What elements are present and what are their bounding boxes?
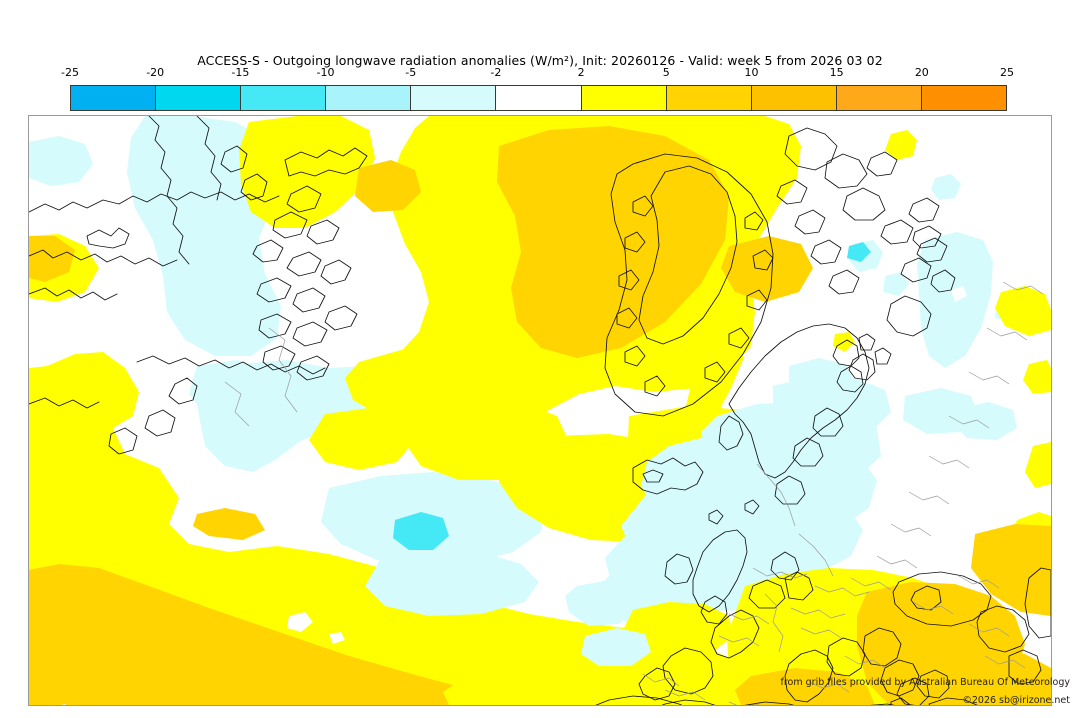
colorbar-tick--15: -15 — [231, 66, 250, 79]
colorbar-tick-20: 20 — [914, 66, 929, 79]
colorbar-tick--20: -20 — [146, 66, 165, 79]
colorbar-band-4 — [411, 86, 497, 110]
colorbar-bands — [70, 85, 1007, 111]
colorbar-band-3 — [326, 86, 412, 110]
colorbar-band-2 — [241, 86, 327, 110]
colorbar-tick-10: 10 — [744, 66, 759, 79]
map-canvas — [29, 116, 1051, 705]
colorbar-tick-5: 5 — [662, 66, 670, 79]
colorbar-tick-25: 25 — [1000, 66, 1014, 79]
colorbar-tick--2: -2 — [490, 66, 502, 79]
colorbar-tick-15: 15 — [829, 66, 844, 79]
colorbar-band-1 — [156, 86, 242, 110]
colorbar-band-7 — [666, 86, 752, 110]
anomaly-field — [29, 116, 1051, 705]
colorbar-tick-labels: -25 -20 -15 -10 -5 -2 2 5 10 15 20 25 — [61, 66, 1014, 82]
coastlines — [29, 116, 1051, 705]
colorbar-band-9 — [836, 86, 922, 110]
colorbar-band-5 — [496, 86, 582, 110]
colorbar-band-8 — [751, 86, 837, 110]
data-source-attribution: from grib files provided by Australian B… — [780, 677, 1070, 688]
colorbar-band-0 — [71, 86, 157, 110]
colorbar: -25 -20 -15 -10 -5 -2 2 5 10 15 20 25 — [61, 66, 1014, 111]
colorbar-tick--5: -5 — [405, 66, 417, 79]
page-title: ACCESS-S - Outgoing longwave radiation a… — [197, 53, 883, 68]
colorbar-tick--25: -25 — [61, 66, 79, 79]
map-panel[interactable] — [28, 115, 1052, 706]
colorbar-band-10 — [921, 86, 1007, 110]
copyright-attribution: ©2026 sb@irizone.net — [962, 695, 1070, 706]
country-borders — [224, 281, 1044, 705]
colorbar-tick--10: -10 — [316, 66, 335, 79]
colorbar-band-6 — [581, 86, 667, 110]
colorbar-tick-2: 2 — [577, 66, 585, 79]
